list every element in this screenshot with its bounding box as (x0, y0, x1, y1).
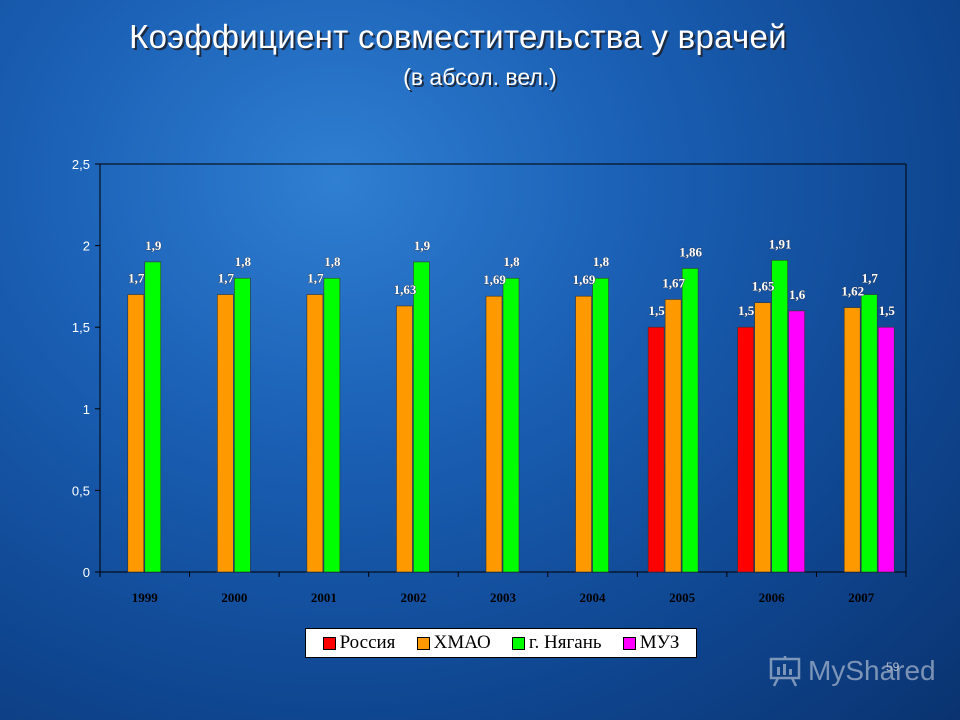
y-tick-label: 0 (83, 565, 90, 580)
data-label: 1,7 (218, 271, 235, 286)
data-label: 1,69 (483, 272, 506, 287)
legend-label-hmao: ХМАО (433, 632, 491, 653)
y-tick-label: 1 (83, 402, 90, 417)
x-tick-label: 1999 (132, 590, 159, 605)
bar-2006-s3 (788, 310, 805, 573)
bar-2005-s0 (647, 326, 665, 573)
bar-2000-s1 (217, 294, 234, 573)
legend-item-russia: Россия (322, 632, 396, 654)
bar-2004-s1 (575, 295, 592, 573)
watermark: MyShared (768, 654, 936, 688)
bar-2006-s2 (771, 259, 788, 573)
data-label: 1,5 (648, 303, 665, 318)
legend-label-russia: Россия (339, 632, 396, 653)
watermark-text: MyShared (808, 655, 936, 686)
bar-2006-s1 (754, 302, 771, 573)
y-tick-label: 2,5 (72, 157, 90, 172)
data-label: 1,5 (879, 303, 896, 318)
bar-2002-s1 (396, 305, 413, 573)
data-label: 1,9 (414, 238, 431, 253)
bar-2006-s0 (737, 326, 754, 573)
x-tick-label: 2001 (311, 590, 337, 605)
page-number: 59 (886, 660, 900, 674)
x-tick-label: 2002 (400, 590, 426, 605)
bar-2005-s2 (681, 268, 699, 573)
x-tick-label: 2003 (490, 590, 517, 605)
x-tick-label: 2006 (759, 590, 786, 605)
y-tick-label: 2 (83, 239, 90, 254)
bar-2001-s2 (323, 277, 341, 573)
data-label: 1,91 (769, 236, 792, 251)
bar-2002-s2 (413, 261, 430, 573)
legend-swatch-nyagan (511, 636, 525, 650)
bar-2007-s2 (860, 294, 878, 573)
data-label: 1,69 (573, 272, 596, 287)
legend-item-muz: МУЗ (622, 632, 680, 654)
bar-2003-s2 (502, 277, 520, 573)
page-title: Коэффициент совместительства у врачей (129, 18, 787, 55)
bar-2004-s2 (592, 277, 609, 573)
bar-2000-s2 (234, 277, 251, 573)
data-label: 1,8 (593, 254, 610, 269)
legend-swatch-hmao (416, 636, 430, 650)
data-label: 1,7 (307, 271, 324, 286)
data-label: 1,7 (128, 271, 145, 286)
legend-label-muz: МУЗ (639, 632, 680, 653)
data-label: 1,8 (324, 254, 341, 269)
legend-swatch-russia (322, 636, 336, 650)
legend: Россия ХМАО г. Нягань МУЗ (305, 628, 697, 658)
data-label: 1,5 (738, 303, 755, 318)
bar-1999-s2 (144, 261, 162, 573)
bar-1999-s1 (127, 294, 145, 573)
data-label: 1,63 (394, 282, 417, 297)
x-tick-label: 2000 (221, 590, 247, 605)
data-label: 1,6 (789, 287, 806, 302)
bar-2007-s1 (843, 307, 861, 573)
y-axis: 0 0,5 1 1,5 2 2,5 (72, 157, 907, 580)
x-axis: 1999 2000 2001 2002 2003 2004 2005 2006 2007 (99, 571, 907, 605)
bar-2001-s1 (306, 294, 324, 573)
data-labels-group: 1,5 1,51,7 1,7 1,71,631,69 1,69 1,67 1,65 1,621… (128, 236, 896, 319)
presentation-board-icon (769, 656, 801, 687)
bar-2007-s3 (877, 326, 895, 573)
data-label: 1,62 (841, 284, 864, 299)
y-tick-label: 1,5 (72, 320, 90, 335)
data-label: 1,9 (145, 238, 162, 253)
legend-swatch-muz (622, 636, 636, 650)
x-tick-label: 2007 (848, 590, 875, 605)
legend-label-nyagan: г. Нягань (528, 632, 602, 653)
legend-item-nyagan: г. Нягань (511, 632, 602, 654)
page-subtitle: (в абсол. вел.) (403, 64, 557, 90)
data-label: 1,86 (679, 244, 702, 259)
bar-2005-s1 (664, 299, 682, 573)
data-label: 1,7 (862, 271, 879, 286)
bar-2003-s1 (485, 295, 503, 573)
x-tick-label: 2004 (580, 590, 607, 605)
legend-item-hmao: ХМАО (416, 632, 491, 654)
x-tick-label: 2005 (669, 590, 696, 605)
data-label: 1,67 (662, 275, 685, 290)
y-tick-label: 0,5 (72, 483, 90, 498)
bars-group (127, 259, 895, 573)
data-label: 1,65 (752, 279, 775, 294)
data-label: 1,8 (503, 254, 520, 269)
data-label: 1,8 (235, 254, 252, 269)
